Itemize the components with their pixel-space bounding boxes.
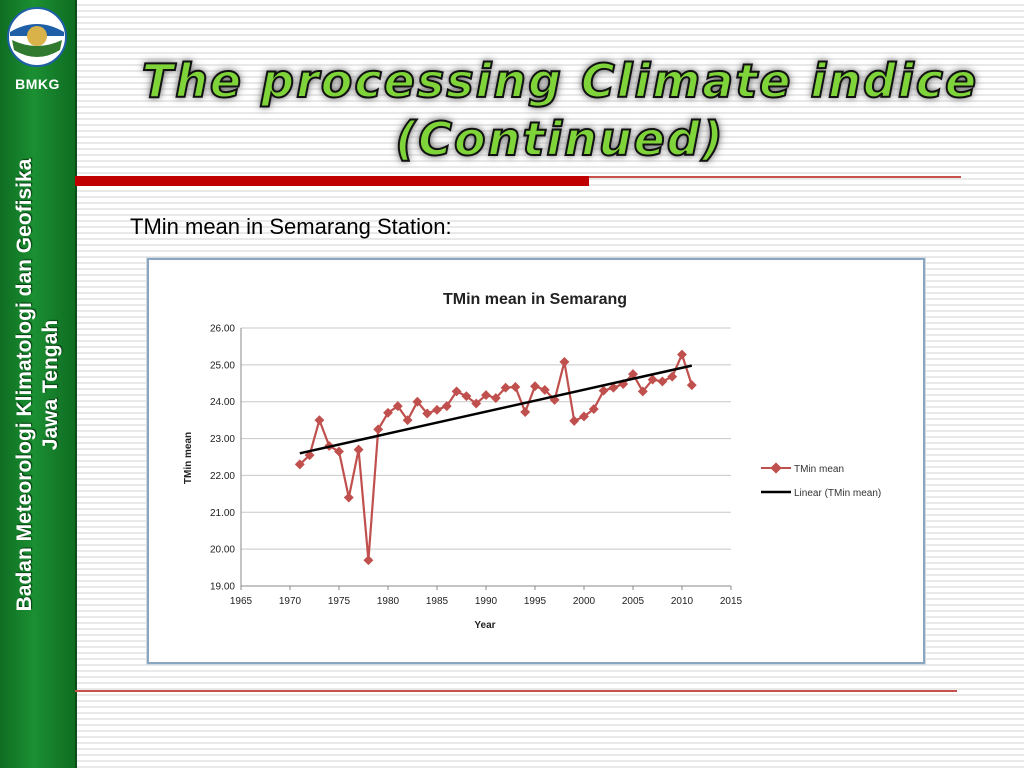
data-point-tmin-mean bbox=[314, 415, 325, 426]
data-point-tmin-mean bbox=[520, 407, 531, 417]
y-tick-label: 26.00 bbox=[210, 324, 235, 335]
x-tick-label: 2010 bbox=[671, 596, 694, 607]
data-point-tmin-mean bbox=[500, 382, 511, 393]
data-point-tmin-mean bbox=[334, 446, 344, 457]
y-tick-label: 22.00 bbox=[210, 471, 235, 482]
x-tick-label: 1965 bbox=[230, 596, 253, 607]
y-tick-label: 23.00 bbox=[210, 434, 235, 445]
y-tick-label: 21.00 bbox=[210, 508, 235, 519]
legend-label-tmin: TMin mean bbox=[794, 464, 844, 475]
x-tick-label: 1995 bbox=[524, 596, 547, 607]
chart: TMin mean in Semarang 19.00 20.00 21.00 22.… bbox=[183, 291, 881, 631]
legend-label-linear: Linear (TMin mean) bbox=[794, 488, 881, 499]
data-point-tmin-mean bbox=[373, 424, 384, 435]
organization-line-2: Jawa Tengah bbox=[39, 319, 62, 451]
axes bbox=[240, 328, 731, 587]
data-point-tmin-mean bbox=[677, 349, 687, 360]
organization-name: Badan Meteorologi Klimatologi dan Geofis… bbox=[12, 105, 64, 665]
x-axis-ticks: 1965 1970 1975 1980 1985 1990 1995 2000 2005 2010… bbox=[230, 586, 743, 607]
organization-line-1: Badan Meteorologi Klimatologi dan Geofis… bbox=[13, 158, 36, 612]
legend: TMin mean Linear (TMin mean) bbox=[761, 462, 881, 499]
y-tick-label: 19.00 bbox=[210, 582, 235, 593]
data-point-tmin-mean bbox=[608, 382, 619, 393]
data-point-tmin-mean bbox=[588, 404, 599, 415]
y-tick-label: 25.00 bbox=[210, 360, 235, 371]
x-tick-label: 2005 bbox=[622, 596, 645, 607]
slide-title: The processing Climate indice (Continued… bbox=[100, 52, 1020, 168]
data-point-tmin-mean bbox=[569, 415, 580, 426]
x-tick-label: 2015 bbox=[720, 596, 743, 607]
data-point-tmin-mean bbox=[637, 386, 648, 397]
sidebar: BMKG Badan Meteorologi Klimatologi dan G… bbox=[0, 0, 77, 768]
data-point-tmin-mean bbox=[412, 396, 423, 407]
x-tick-label: 1985 bbox=[426, 596, 449, 607]
data-point-tmin-mean bbox=[628, 369, 638, 380]
data-point-tmin-mean bbox=[530, 381, 540, 392]
slide-subtitle: TMin mean in Semarang Station: bbox=[130, 214, 452, 239]
chart-frame: TMin mean in Semarang 19.00 20.00 21.00 22.… bbox=[147, 258, 925, 664]
brand-label: BMKG bbox=[15, 76, 60, 92]
data-point-tmin-mean bbox=[363, 555, 374, 566]
trendline-linear bbox=[299, 364, 693, 455]
x-tick-label: 1970 bbox=[279, 596, 302, 607]
slide-title-line-2: (Continued) bbox=[394, 111, 725, 167]
y-tick-label: 20.00 bbox=[210, 545, 235, 556]
x-tick-label: 1975 bbox=[328, 596, 351, 607]
series-line-tmin-mean bbox=[299, 353, 693, 562]
data-point-tmin-mean bbox=[343, 492, 354, 503]
data-point-tmin-mean bbox=[461, 391, 472, 402]
data-point-tmin-mean bbox=[294, 459, 305, 470]
x-tick-label: 1990 bbox=[475, 596, 498, 607]
y-tick-label: 24.00 bbox=[210, 397, 235, 408]
data-point-tmin-mean bbox=[559, 356, 570, 367]
title-underline-thick bbox=[75, 176, 589, 186]
x-tick-label: 2000 bbox=[573, 596, 596, 607]
x-tick-label: 1980 bbox=[377, 596, 400, 607]
data-point-tmin-mean bbox=[481, 390, 491, 401]
y-axis-title: TMin mean bbox=[183, 432, 194, 484]
data-point-tmin-mean bbox=[539, 384, 550, 395]
x-axis-title: Year bbox=[474, 620, 495, 631]
legend-marker-tmin bbox=[770, 462, 782, 474]
slide-title-line-1: The processing Climate indice bbox=[141, 53, 979, 109]
footer-rule bbox=[75, 690, 957, 692]
data-point-tmin-mean bbox=[432, 404, 442, 415]
series bbox=[294, 349, 697, 566]
data-point-tmin-mean bbox=[353, 444, 364, 455]
data-point-tmin-mean bbox=[579, 411, 589, 422]
data-point-tmin-mean bbox=[657, 376, 668, 387]
title-underline-thin bbox=[589, 176, 961, 178]
data-point-tmin-mean bbox=[471, 398, 482, 409]
y-axis-ticks: 19.00 20.00 21.00 22.00 23.00 24.00 25.00 26.00 bbox=[210, 324, 235, 593]
data-point-tmin-mean bbox=[510, 382, 521, 392]
data-point-tmin-mean bbox=[667, 371, 678, 382]
data-point-tmin-mean bbox=[392, 401, 403, 412]
grid bbox=[241, 327, 731, 550]
data-point-tmin-mean bbox=[686, 380, 697, 391]
bmkg-logo bbox=[7, 7, 67, 67]
chart-title: TMin mean in Semarang bbox=[443, 291, 627, 308]
